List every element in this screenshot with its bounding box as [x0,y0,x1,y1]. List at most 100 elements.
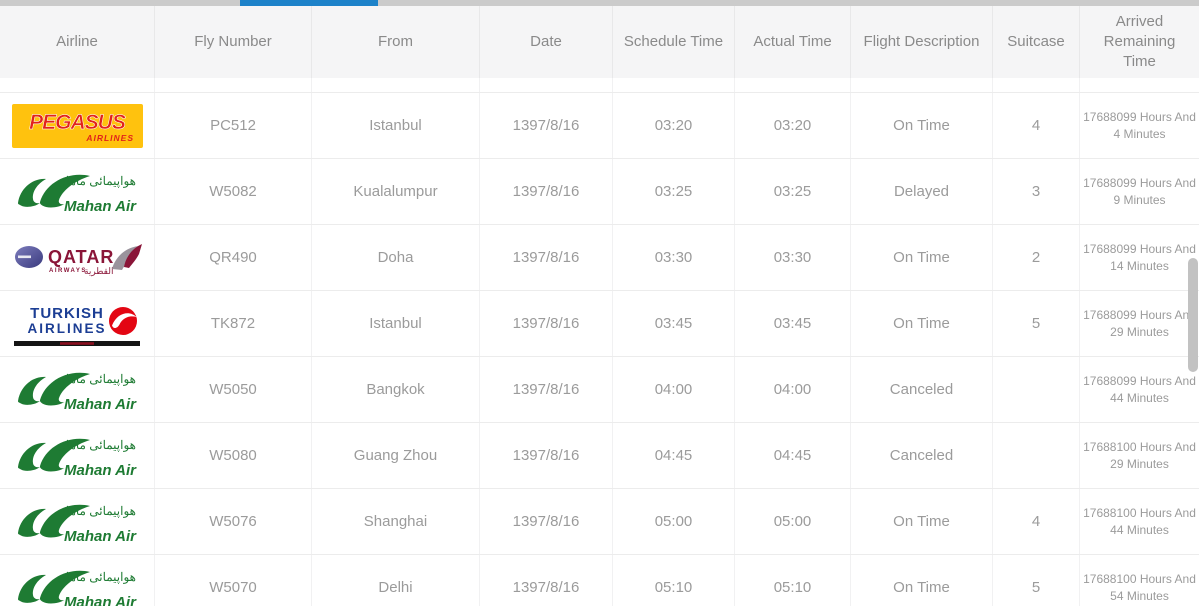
schedule-time-cell: 03:30 [613,225,735,290]
qatar-oryx-mark [111,243,142,270]
mahan-latin-wordmark: Mahan Air [64,528,137,545]
mahan-latin-wordmark: Mahan Air [64,462,137,479]
flight-description-cell: On Time [851,291,993,356]
mahan-persian-wordmark: هواپیمائی ماهان [57,570,136,584]
from-cell: Istanbul [312,291,480,356]
mahan-air-logo: هواپیمائی ماهان Mahan Air [17,570,137,606]
column-header-actual-time: Actual Time [735,6,851,78]
arrived-hours-text: 17688099 Hours And [1083,241,1196,256]
arrived-minutes-text: 4 Minutes [1113,126,1166,141]
qatar-arabic-wordmark: القطرية [84,266,113,277]
table-row: هواپیمائی ماهان Mahan Air W5082 Kualalum… [0,159,1199,225]
airline-logo-cell: هواپیمائی ماهان Mahan Air [0,357,155,422]
arrivals-table: Airline Fly Number From Date Schedule Ti… [0,6,1199,606]
from-cell: Delhi [312,555,480,606]
suitcase-cell: 4 [993,489,1080,554]
mahan-bird-mark [17,438,90,471]
arrived-minutes-text: 9 Minutes [1113,192,1166,207]
suitcase-cell: 5 [993,291,1080,356]
actual-time-cell: 03:45 [735,291,851,356]
column-header-arrived-remaining-time: Arrived Remaining Time [1103,13,1176,70]
date-cell: 1397/8/16 [480,291,613,356]
column-header-from: From [312,6,480,78]
actual-time-cell: 05:10 [735,555,851,606]
column-header-airline: Airline [0,6,155,78]
flight-description-cell: Delayed [851,159,993,224]
horizontal-scrollbar-track[interactable] [0,0,1199,6]
date-cell: 1397/8/16 [480,423,613,488]
suitcase-cell: 2 [993,225,1080,290]
mahan-air-logo: هواپیمائی ماهان Mahan Air [17,174,137,215]
arrived-remaining-time-cell: 17688099 Hours And 14 Minutes [1080,225,1199,290]
fly-number-cell: W5076 [155,489,312,554]
schedule-time-cell: 03:25 [613,159,735,224]
suitcase-cell: 5 [993,555,1080,606]
arrived-hours-text: 17688100 Hours And [1083,439,1196,454]
vertical-scrollbar-thumb[interactable] [1188,258,1198,372]
arrived-remaining-time-cell: 17688100 Hours And 44 Minutes [1080,489,1199,554]
mahan-bird-mark [17,372,90,405]
arrived-remaining-time-cell: 17688100 Hours And 54 Minutes [1080,555,1199,606]
turkish-roundel [109,306,137,335]
schedule-time-cell: 04:00 [613,357,735,422]
qatar-airline-logo: QATAR AIRWAYS القطرية [12,236,143,280]
turkish-airline-logo: TURKISH AIRLINES [12,298,142,350]
table-row: PEGASUS AIRLINES PC512 Istanbul 1397/8/1… [0,93,1199,159]
horizontal-scrollbar-thumb[interactable] [240,0,378,6]
schedule-time-cell: 05:10 [613,555,735,606]
arrived-remaining-time-cell: 17688100 Hours And 29 Minutes [1080,423,1199,488]
table-row: هواپیمائی ماهان Mahan Air W5050 Bangkok … [0,357,1199,423]
arrived-hours-text: 17688099 Hours And [1083,109,1196,124]
qatar-wordmark: QATAR [48,247,114,267]
actual-time-cell: 03:25 [735,159,851,224]
schedule-time-cell: 03:20 [613,93,735,158]
suitcase-cell: 3 [993,159,1080,224]
airline-logo-cell: PEGASUS AIRLINES [0,93,155,158]
mahan-latin-wordmark: Mahan Air [64,198,137,215]
mahan-airline-logo: هواپیمائی ماهان Mahan Air [14,562,140,606]
schedule-time-cell: 03:45 [613,291,735,356]
column-header-date: Date [480,6,613,78]
date-cell: 1397/8/16 [480,489,613,554]
from-cell: Guang Zhou [312,423,480,488]
flight-description-cell: On Time [851,489,993,554]
actual-time-cell: 05:00 [735,489,851,554]
mahan-bird-mark [17,504,90,537]
suitcase-cell [993,423,1080,488]
arrived-minutes-text: 44 Minutes [1110,390,1169,405]
actual-time-cell: 03:30 [735,225,851,290]
table-row: QATAR AIRWAYS القطرية QR490 Doha 1397/8/… [0,225,1199,291]
table-body: PEGASUS AIRLINES PC512 Istanbul 1397/8/1… [0,93,1199,606]
arrived-hours-text: 17688099 Hours And [1083,175,1196,190]
partially-scrolled-row [0,78,1199,93]
arrived-remaining-time-cell: 17688099 Hours And 29 Minutes [1080,291,1199,356]
actual-time-cell: 04:00 [735,357,851,422]
mahan-latin-wordmark: Mahan Air [64,396,137,413]
flight-description-cell: Canceled [851,357,993,422]
turkish-wordmark-line1: TURKISH [30,305,104,322]
schedule-time-cell: 04:45 [613,423,735,488]
mahan-persian-wordmark: هواپیمائی ماهان [57,174,136,188]
column-header-flight-description: Flight Description [851,6,993,78]
arrived-hours-text: 17688100 Hours And [1083,505,1196,520]
airline-logo-cell: هواپیمائی ماهان Mahan Air [0,423,155,488]
arrived-minutes-text: 54 Minutes [1110,588,1169,603]
suitcase-cell: 4 [993,93,1080,158]
date-cell: 1397/8/16 [480,93,613,158]
arrived-remaining-time-cell: 17688099 Hours And 44 Minutes [1080,357,1199,422]
arrived-minutes-text: 14 Minutes [1110,258,1169,273]
airline-logo-cell: هواپیمائی ماهان Mahan Air [0,159,155,224]
qatar-subtitle: AIRWAYS [49,268,87,274]
from-cell: Istanbul [312,93,480,158]
actual-time-cell: 04:45 [735,423,851,488]
schedule-time-cell: 05:00 [613,489,735,554]
airline-logo-cell: هواپیمائی ماهان Mahan Air [0,489,155,554]
actual-time-cell: 03:20 [735,93,851,158]
date-cell: 1397/8/16 [480,159,613,224]
turkish-airlines-logo: TURKISH AIRLINES [14,305,140,346]
column-header-fly-number: Fly Number [155,6,312,78]
pegasus-airline-logo: PEGASUS AIRLINES [11,103,143,148]
column-header-suitcase: Suitcase [993,6,1080,78]
arrived-hours-text: 17688099 Hours And [1083,373,1196,388]
